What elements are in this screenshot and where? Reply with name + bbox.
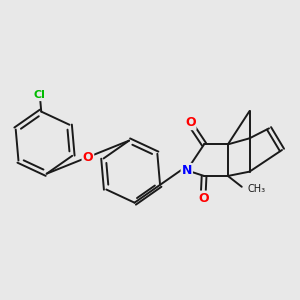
Text: Cl: Cl <box>34 90 46 100</box>
Text: O: O <box>82 151 93 164</box>
Text: O: O <box>185 116 196 129</box>
Text: O: O <box>198 191 208 205</box>
Text: N: N <box>182 164 192 177</box>
Text: CH₃: CH₃ <box>248 184 266 194</box>
